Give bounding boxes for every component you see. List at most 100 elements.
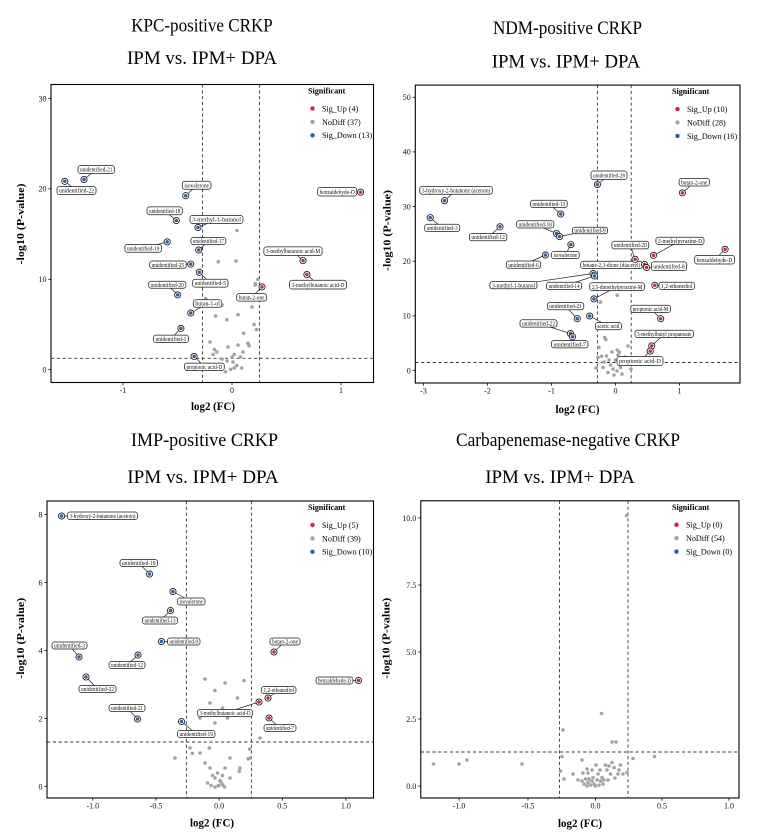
svg-text:2: 2 — [39, 714, 43, 723]
svg-text:unidentified-9: unidentified-9 — [170, 639, 199, 646]
svg-text:butan-2-one: butan-2-one — [272, 640, 298, 646]
svg-text:Significant: Significant — [308, 87, 346, 96]
svg-text:Sig_Up (10): Sig_Up (10) — [687, 105, 728, 114]
svg-text:-1: -1 — [120, 386, 127, 395]
svg-text:1: 1 — [678, 387, 682, 396]
svg-text:unidentified-22: unidentified-22 — [59, 188, 94, 195]
svg-text:isovalerone: isovalerone — [184, 183, 209, 189]
svg-text:20: 20 — [39, 185, 47, 194]
svg-text:3-methylbutyl propanoate: 3-methylbutyl propanoate — [637, 332, 692, 338]
svg-text:unidentified-20: unidentified-20 — [151, 282, 184, 289]
svg-text:IMP-positive CRKP: IMP-positive CRKP — [131, 430, 278, 451]
svg-text:propionic acid-D: propionic acid-D — [619, 359, 661, 365]
svg-text:1.0: 1.0 — [341, 802, 351, 811]
svg-text:3-methylbutanoic acid-D: 3-methylbutanoic acid-D — [292, 283, 345, 289]
svg-text:2-methylpyrazine-D: 2-methylpyrazine-D — [658, 239, 702, 245]
svg-text:Sig_Up (4): Sig_Up (4) — [322, 104, 359, 113]
svg-text:3-methylbutanoic acid-M: 3-methylbutanoic acid-M — [266, 249, 320, 255]
svg-text:unidentified-7: unidentified-7 — [554, 341, 587, 348]
svg-text:log2 (FC): log2 (FC) — [191, 399, 235, 413]
svg-text:unidentified-17: unidentified-17 — [193, 238, 224, 245]
svg-text:Significant: Significant — [308, 503, 346, 512]
svg-text:unidentified-6: unidentified-6 — [508, 262, 538, 269]
svg-text:unidentified-18: unidentified-18 — [519, 221, 552, 228]
svg-text:Sig_Down (16): Sig_Down (16) — [687, 132, 737, 141]
svg-text:-3: -3 — [420, 387, 427, 396]
svg-text:unidentified-28: unidentified-28 — [593, 172, 625, 179]
svg-text:unidentified-21: unidentified-21 — [549, 303, 582, 310]
svg-text:-0.5: -0.5 — [522, 802, 535, 811]
svg-text:-log10 (P-value): -log10 (P-value) — [15, 183, 27, 264]
svg-text:Carbapenemase-negative CRKP: Carbapenemase-negative CRKP — [456, 430, 680, 451]
svg-text:0.0: 0.0 — [591, 802, 601, 811]
svg-text:unidentified-21: unidentified-21 — [111, 705, 143, 712]
svg-text:log2 (FC): log2 (FC) — [190, 816, 234, 830]
svg-text:-log10 (P-value): -log10 (P-value) — [382, 190, 394, 271]
svg-text:0: 0 — [230, 386, 234, 395]
svg-text:log2 (FC): log2 (FC) — [558, 816, 602, 830]
svg-text:unidentified-18: unidentified-18 — [122, 560, 156, 567]
svg-text:-log10 (P-value): -log10 (P-value) — [380, 597, 392, 678]
svg-text:unidentified-18: unidentified-18 — [149, 208, 180, 215]
svg-text:unidentified-3: unidentified-3 — [54, 643, 85, 650]
svg-text:unidentified-3: unidentified-3 — [427, 225, 458, 232]
svg-text:propionic acid-M: propionic acid-M — [633, 307, 669, 313]
svg-text:10: 10 — [403, 312, 411, 321]
svg-text:unidentified-13: unidentified-13 — [533, 201, 566, 208]
svg-text:3-hydroxy-2-butanone (acetoin): 3-hydroxy-2-butanone (acetoin) — [422, 187, 491, 194]
svg-text:0: 0 — [43, 366, 47, 375]
svg-text:1.0: 1.0 — [724, 802, 734, 811]
svg-text:isovalerone: isovalerone — [554, 253, 578, 259]
svg-text:1,2-ethanediol: 1,2-ethanediol — [264, 688, 295, 694]
svg-text:unidentified-25: unidentified-25 — [152, 262, 185, 269]
svg-text:-2: -2 — [484, 387, 491, 396]
svg-text:NoDiff (54): NoDiff (54) — [686, 534, 725, 543]
svg-text:50: 50 — [403, 93, 411, 102]
svg-text:IPM vs. IPM+ DPA: IPM vs. IPM+ DPA — [127, 48, 277, 69]
svg-text:butan-1-ol: butan-1-ol — [195, 302, 220, 308]
svg-text:KPC-positive CRKP: KPC-positive CRKP — [131, 16, 273, 37]
svg-text:-1: -1 — [548, 387, 555, 396]
svg-text:40: 40 — [403, 148, 411, 157]
svg-text:3-methyl-1-butanol: 3-methyl-1-butanol — [192, 218, 241, 224]
svg-text:10: 10 — [39, 275, 47, 284]
svg-text:IPM vs. IPM+ DPA: IPM vs. IPM+ DPA — [492, 52, 641, 73]
svg-text:NoDiff (39): NoDiff (39) — [322, 534, 361, 543]
svg-text:NoDiff (28): NoDiff (28) — [687, 118, 726, 127]
svg-text:0: 0 — [407, 366, 411, 375]
svg-text:Sig_Up (0): Sig_Up (0) — [686, 521, 723, 530]
svg-text:IPM vs. IPM+ DPA: IPM vs. IPM+ DPA — [485, 467, 635, 488]
svg-text:2,5-dimethylpyrazine-M: 2,5-dimethylpyrazine-M — [592, 285, 643, 291]
svg-text:IPM vs. IPM+ DPA: IPM vs. IPM+ DPA — [127, 467, 279, 488]
svg-text:NDM-positive CRKP: NDM-positive CRKP — [493, 18, 642, 39]
svg-text:NoDiff (37): NoDiff (37) — [322, 118, 361, 127]
svg-text:-0.5: -0.5 — [150, 802, 163, 811]
svg-text:1,2-ethanediol: 1,2-ethanediol — [661, 284, 693, 290]
svg-text:0.0: 0.0 — [214, 802, 224, 811]
svg-text:Sig_Down (13): Sig_Down (13) — [322, 131, 372, 140]
svg-text:0.0: 0.0 — [406, 782, 416, 791]
svg-text:butan-2-one: butan-2-one — [681, 180, 708, 186]
svg-text:unidentified-19: unidentified-19 — [179, 731, 213, 738]
svg-text:Sig_Down (10): Sig_Down (10) — [322, 548, 372, 557]
svg-text:-log10 (P-value): -log10 (P-value) — [15, 597, 27, 678]
svg-text:Significant: Significant — [672, 503, 710, 512]
svg-text:10.0: 10.0 — [402, 514, 416, 523]
svg-text:Sig_Down (0): Sig_Down (0) — [686, 548, 732, 557]
svg-text:unidentified-19: unidentified-19 — [127, 246, 160, 253]
svg-text:-1.0: -1.0 — [86, 802, 99, 811]
svg-text:8: 8 — [39, 510, 43, 519]
svg-text:Significant: Significant — [672, 87, 710, 96]
svg-text:propionic acid-D: propionic acid-D — [187, 365, 223, 371]
svg-text:3-methylbutanoic acid-D: 3-methylbutanoic acid-D — [200, 711, 251, 717]
svg-text:benzaldehyde-D: benzaldehyde-D — [318, 679, 351, 685]
svg-text:log2 (FC): log2 (FC) — [556, 402, 600, 416]
svg-text:1: 1 — [339, 386, 343, 395]
svg-text:3-methyl-1-butanol: 3-methyl-1-butanol — [492, 283, 535, 289]
svg-text:unidentified-20: unidentified-20 — [614, 242, 647, 249]
svg-text:0.5: 0.5 — [277, 802, 287, 811]
svg-text:unidentified-1: unidentified-1 — [156, 336, 187, 343]
svg-text:0: 0 — [39, 782, 43, 791]
svg-text:0.5: 0.5 — [657, 802, 667, 811]
svg-text:unidentified-22: unidentified-22 — [522, 321, 555, 328]
